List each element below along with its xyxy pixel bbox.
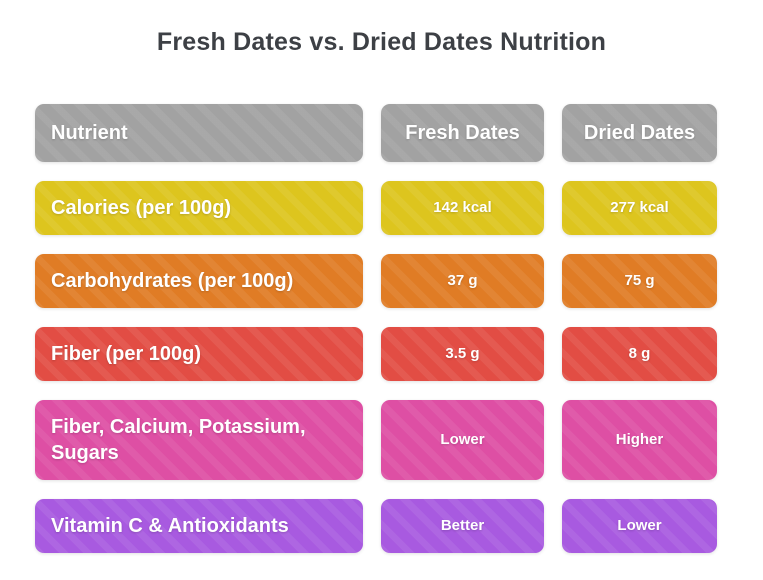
dried-value-vitamin-c: Lower [562, 499, 717, 553]
fresh-value-fiber: 3.5 g [381, 327, 544, 381]
nutrient-cell-carbohydrates: Carbohydrates (per 100g) [35, 254, 363, 308]
fresh-value-vitamin-c: Better [381, 499, 544, 553]
nutrient-cell-minerals-sugars: Fiber, Calcium, Potassium, Sugars [35, 400, 363, 480]
dried-value-fiber: 8 g [562, 327, 717, 381]
header-dried-dates: Dried Dates [562, 104, 717, 162]
dried-value-minerals-sugars: Higher [562, 400, 717, 480]
page-title: Fresh Dates vs. Dried Dates Nutrition [156, 28, 607, 56]
nutrient-cell-calories: Calories (per 100g) [35, 181, 363, 235]
header-fresh-dates: Fresh Dates [381, 104, 544, 162]
nutrition-table: Nutrient Fresh Dates Dried Dates Calorie… [35, 104, 718, 553]
dried-value-calories: 277 kcal [562, 181, 717, 235]
nutrient-cell-vitamin-c: Vitamin C & Antioxidants [35, 499, 363, 553]
dried-value-carbohydrates: 75 g [562, 254, 717, 308]
header-nutrient: Nutrient [35, 104, 363, 162]
fresh-value-carbohydrates: 37 g [381, 254, 544, 308]
nutrient-cell-fiber: Fiber (per 100g) [35, 327, 363, 381]
fresh-value-calories: 142 kcal [381, 181, 544, 235]
fresh-value-minerals-sugars: Lower [381, 400, 544, 480]
